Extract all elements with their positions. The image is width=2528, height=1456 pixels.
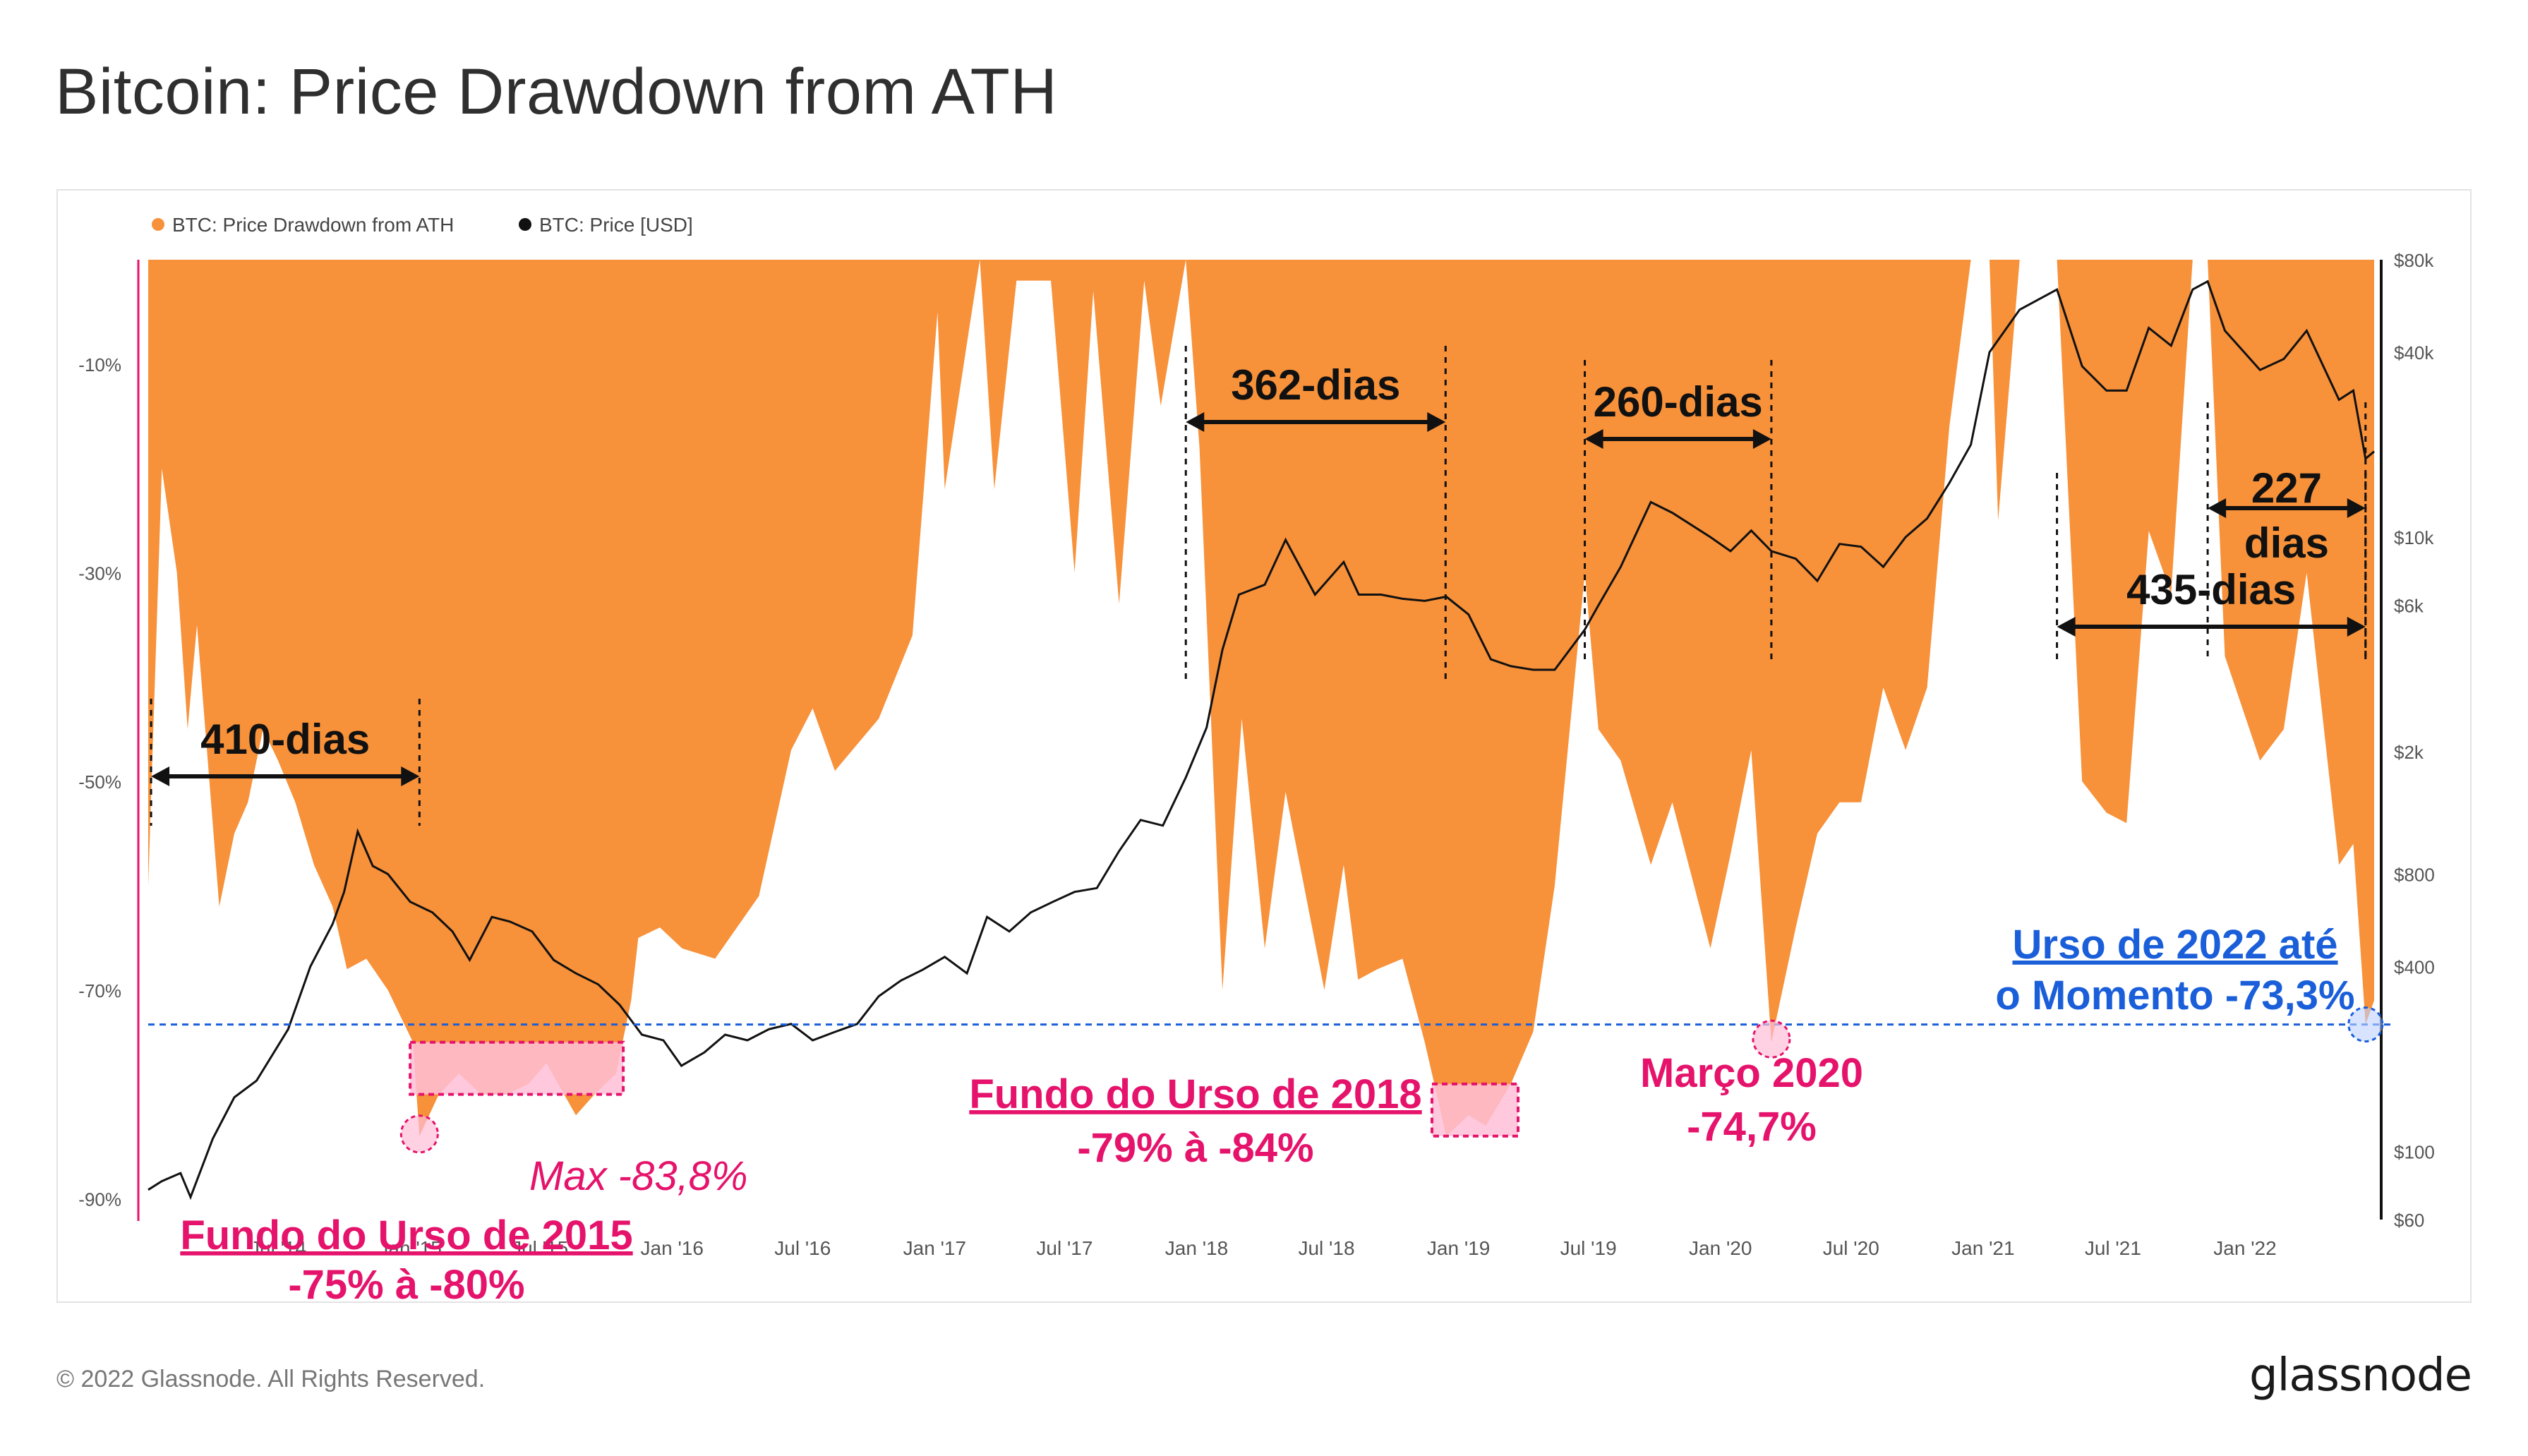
bear-2015-label-line2: -75% à -80% xyxy=(288,1262,524,1304)
legend-swatch-drawdown xyxy=(152,218,164,231)
x-tick: Jan '19 xyxy=(1427,1237,1490,1259)
x-tick: Jul '17 xyxy=(1036,1237,1093,1259)
y-right-tick: $2k xyxy=(2394,742,2424,763)
arrow-head-right xyxy=(2347,498,2366,518)
bear-2015-label-line1: Fundo do Urso de 2015 xyxy=(180,1213,632,1258)
duration-label: 435-dias xyxy=(2126,566,2296,613)
max-drawdown-label: Max -83,8% xyxy=(529,1153,747,1199)
bear-2018-label-line2: -79% à -84% xyxy=(1077,1125,1313,1171)
y-left-tick: -70% xyxy=(78,980,121,1001)
arrow-head-right xyxy=(1752,429,1771,449)
copyright-text: © 2022 Glassnode. All Rights Reserved. xyxy=(56,1366,486,1392)
y-left-tick: -50% xyxy=(78,771,121,793)
chart: BTC: Price Drawdown from ATH BTC: Price [… xyxy=(78,214,2435,1304)
covid-marker xyxy=(1752,1019,1791,1059)
chart-panel: BTC: Price Drawdown from ATH BTC: Price [… xyxy=(56,189,2472,1304)
x-tick: Jan '17 xyxy=(903,1237,966,1259)
arrow-head-left xyxy=(1584,429,1603,449)
duration-label: 362-dias xyxy=(1231,361,1400,409)
x-tick: Jan '22 xyxy=(2213,1237,2276,1259)
arrow-head-right xyxy=(1427,412,1446,432)
page-title: Bitcoin: Price Drawdown from ATH xyxy=(55,56,1058,128)
covid-label-line1: Março 2020 xyxy=(1640,1050,1863,1096)
price-line xyxy=(148,279,2375,1201)
glassnode-logo[interactable]: glassnode xyxy=(2249,1349,2472,1402)
bear-2018-label-line1: Fundo do Urso de 2018 xyxy=(969,1071,1421,1117)
y-right-tick: $40k xyxy=(2394,342,2434,363)
x-tick: Jul '14 xyxy=(250,1237,306,1259)
arrow-head-right xyxy=(2347,617,2366,637)
y-right-tick: $60 xyxy=(2394,1210,2424,1231)
arrow-head-left xyxy=(151,766,170,786)
arrow-head-left xyxy=(2208,498,2227,518)
x-tick: Jul '19 xyxy=(1560,1237,1617,1259)
x-tick: Jul '20 xyxy=(1823,1237,1879,1259)
y-left-tick: -90% xyxy=(78,1189,121,1210)
y-left-tick: -30% xyxy=(78,562,121,584)
y-right-tick: $80k xyxy=(2394,250,2434,271)
duration-label-unit: dias xyxy=(2244,519,2329,567)
max-drawdown-marker xyxy=(399,1114,439,1154)
bear-2022-marker xyxy=(2347,1006,2384,1043)
x-tick: Jul '18 xyxy=(1298,1237,1354,1259)
y-right-tick: $6k xyxy=(2394,596,2424,617)
arrow-head-left xyxy=(2057,617,2076,637)
y-right-tick: $100 xyxy=(2394,1141,2435,1162)
x-tick: Jul '21 xyxy=(2085,1237,2141,1259)
arrow-head-right xyxy=(401,766,420,786)
bear-2022-label-line2: o Momento -73,3% xyxy=(1995,973,2354,1018)
y-right-tick: $10k xyxy=(2394,527,2434,548)
bear-2015-highlight xyxy=(409,1040,625,1096)
x-tick: Jan '15 xyxy=(378,1237,441,1259)
bear-2022-label-line1: Urso de 2022 até xyxy=(2012,922,2337,968)
legend-swatch-price xyxy=(519,218,531,231)
x-tick: Jan '20 xyxy=(1689,1237,1752,1259)
covid-label-line2: -74,7% xyxy=(1687,1104,1817,1150)
duration-label: 260-dias xyxy=(1594,378,1763,426)
x-tick: Jan '21 xyxy=(1951,1237,2014,1259)
legend-label-drawdown: BTC: Price Drawdown from ATH xyxy=(172,214,454,236)
arrow-head-left xyxy=(1186,412,1205,432)
duration-label: 227 xyxy=(2251,464,2322,512)
x-tick: Jan '16 xyxy=(641,1237,704,1259)
bear-2018-highlight xyxy=(1430,1082,1520,1138)
x-tick: Jul '16 xyxy=(774,1237,831,1259)
legend-label-price: BTC: Price [USD] xyxy=(539,214,693,236)
y-right-tick: $800 xyxy=(2394,864,2435,885)
duration-label: 410-dias xyxy=(200,716,370,763)
y-right-tick: $400 xyxy=(2394,956,2435,977)
x-tick: Jul '15 xyxy=(512,1237,568,1259)
y-left-tick: -10% xyxy=(78,354,121,375)
drawdown-area xyxy=(148,260,2374,1136)
x-tick: Jan '18 xyxy=(1165,1237,1228,1259)
